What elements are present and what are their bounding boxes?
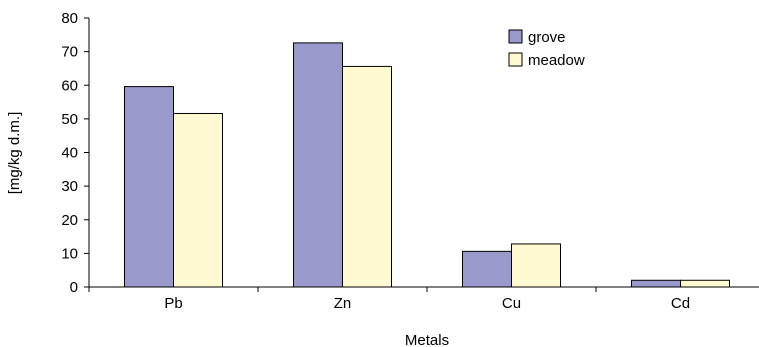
- bar-meadow-pb: [174, 113, 223, 287]
- legend-label-meadow: meadow: [528, 52, 585, 69]
- y-tick-label: 10: [61, 245, 78, 262]
- bar-grove-cd: [632, 280, 681, 287]
- bar-grove-cu: [463, 251, 512, 287]
- x-tick-label-pb: Pb: [164, 295, 182, 312]
- y-axis: 0 10 20 30 40 50 60 70 80: [61, 10, 89, 296]
- y-tick-label: 80: [61, 10, 78, 27]
- y-tick-label: 60: [61, 77, 78, 94]
- legend-swatch-meadow: [509, 53, 522, 66]
- x-tick-label-cu: Cu: [502, 295, 521, 312]
- y-tick-label: 40: [61, 145, 78, 162]
- y-axis-title: [mg/kg d.m.]: [6, 112, 23, 195]
- bar-grove-zn: [294, 43, 343, 287]
- legend-swatch-grove: [509, 30, 522, 43]
- x-axis: Pb Zn Cu Cd: [89, 287, 759, 312]
- x-tick-label-zn: Zn: [334, 295, 352, 312]
- y-tick-label: 0: [70, 279, 78, 296]
- x-tick-label-cd: Cd: [671, 295, 690, 312]
- y-tick-label: 70: [61, 44, 78, 61]
- legend: grove meadow: [500, 22, 612, 76]
- y-tick-label: 50: [61, 111, 78, 128]
- bar-grove-pb: [125, 87, 174, 287]
- bar-meadow-cd: [681, 280, 730, 287]
- bars: [125, 43, 730, 287]
- y-tick-label: 30: [61, 178, 78, 195]
- bar-meadow-zn: [343, 66, 392, 287]
- bar-meadow-cu: [512, 244, 561, 287]
- legend-label-grove: grove: [528, 29, 566, 46]
- y-tick-label: 20: [61, 212, 78, 229]
- x-axis-title: Metals: [405, 332, 449, 347]
